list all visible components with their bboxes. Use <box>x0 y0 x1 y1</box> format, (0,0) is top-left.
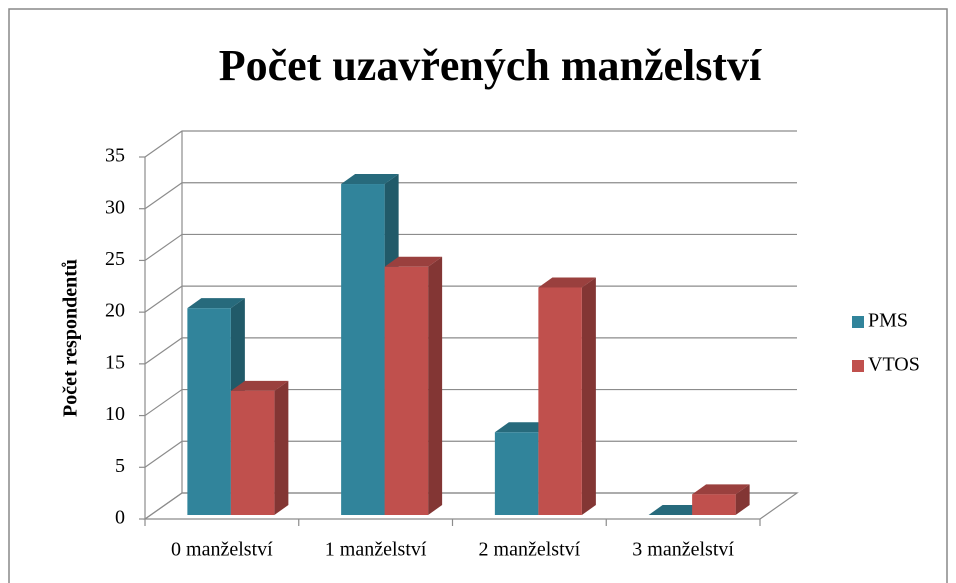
bar-top <box>187 298 245 309</box>
legend-label: VTOS <box>868 354 920 376</box>
bar-front <box>187 308 231 515</box>
y-tick-label: 15 <box>105 351 125 373</box>
y-tick-label: 25 <box>105 248 125 270</box>
chart-border <box>8 8 948 583</box>
plot: 0 5 10 15 20 25 30 35 0 manželství 1 manželství 2 … <box>105 130 920 561</box>
bar-top <box>692 484 750 495</box>
bar-side <box>581 277 596 515</box>
bar-top <box>648 505 707 515</box>
legend-swatch <box>852 360 864 372</box>
bar-side <box>428 256 443 515</box>
y-tick-label: 20 <box>105 300 125 322</box>
bar-top <box>230 380 289 391</box>
grid-line <box>144 182 797 210</box>
bar <box>692 484 750 515</box>
bar-front <box>692 494 736 515</box>
y-axis-label: Počet respondentů <box>60 259 82 417</box>
bar-front <box>341 184 385 515</box>
y-tick-label: 0 <box>115 507 125 529</box>
y-tick-label: 5 <box>115 455 125 477</box>
y-tick-label: 30 <box>105 196 125 218</box>
bar-top <box>341 174 399 185</box>
legend-swatch <box>852 316 864 328</box>
x-tick-label: 3 manželství <box>632 539 734 561</box>
grid-line <box>144 130 797 158</box>
y-tick-label: 10 <box>105 403 125 425</box>
bar-front <box>538 287 582 515</box>
bar <box>230 380 289 515</box>
bar-front <box>384 266 429 515</box>
bar-front <box>494 432 539 515</box>
bar <box>384 256 443 515</box>
grid-line <box>144 233 797 261</box>
x-tick-label: 2 manželství <box>479 539 581 561</box>
bar-top <box>538 277 596 288</box>
chart-title: Počet uzavřených manželství <box>219 41 762 90</box>
x-tick-label: 1 manželství <box>325 539 427 561</box>
bar-front <box>230 390 275 515</box>
x-tick-label: 0 manželství <box>171 539 273 561</box>
bar-top <box>494 422 553 433</box>
y-tick-label: 35 <box>105 145 125 167</box>
bar <box>648 505 707 515</box>
bar-side <box>735 484 750 515</box>
bar <box>538 277 596 515</box>
bar-top <box>384 256 443 267</box>
legend-label: PMS <box>868 310 908 332</box>
bar-side <box>274 380 289 515</box>
